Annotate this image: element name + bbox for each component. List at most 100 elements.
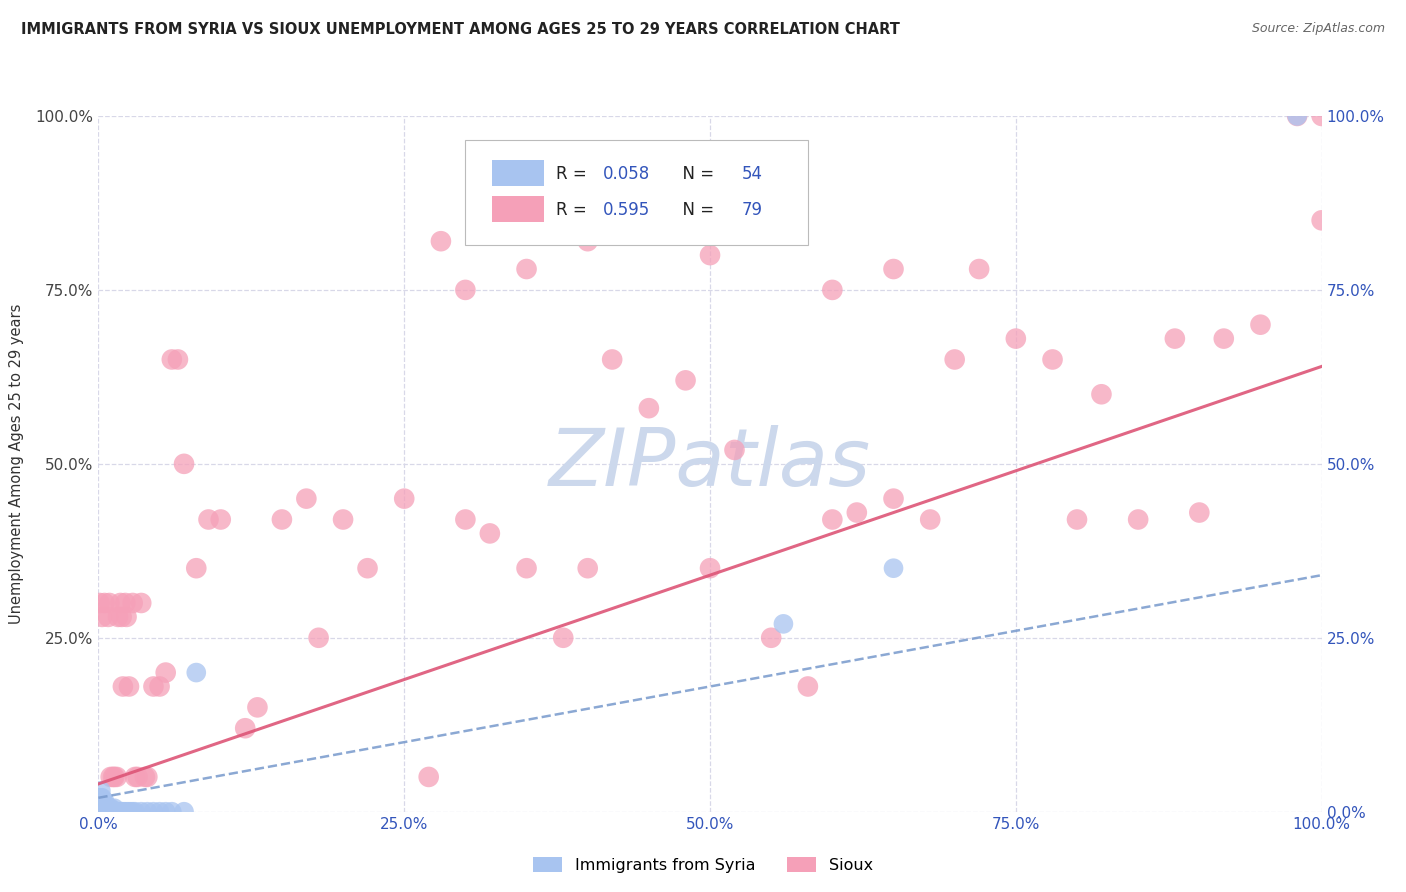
Text: 79: 79 [742,201,763,219]
FancyBboxPatch shape [465,140,808,244]
Point [93,797,115,812]
Point [699,561,721,575]
Point [454,512,477,526]
Point [91,801,114,815]
Point [91,801,114,815]
Point [173,457,195,471]
Point [98,801,121,815]
Point [1188,506,1211,520]
Point [883,491,905,506]
Point [167,352,190,367]
Point [821,512,844,526]
Point [105,805,128,819]
Point [553,631,575,645]
Point [1042,352,1064,367]
Point [93,596,115,610]
Point [94,805,117,819]
Point [100,770,122,784]
Point [160,805,183,819]
Legend: Immigrants from Syria, Sioux: Immigrants from Syria, Sioux [527,851,879,880]
Point [142,680,165,694]
Point [117,805,139,819]
Point [233,721,256,735]
Point [89,596,111,610]
Point [107,805,129,819]
Point [136,805,159,819]
Point [127,770,149,784]
Point [96,805,118,819]
Point [797,680,820,694]
Point [186,665,208,680]
Point [883,262,905,277]
Point [124,770,146,784]
Text: N =: N = [672,201,720,219]
Point [699,248,721,262]
Point [114,596,136,610]
Point [105,770,128,784]
Point [418,770,440,784]
Text: 0.595: 0.595 [602,201,650,219]
Text: 54: 54 [742,165,763,183]
Text: R =: R = [555,165,592,183]
Point [155,805,177,819]
Point [90,805,112,819]
Point [97,610,120,624]
Point [124,805,146,819]
Y-axis label: Unemployment Among Ages 25 to 29 years: Unemployment Among Ages 25 to 29 years [10,303,24,624]
Point [89,797,111,812]
Point [173,805,195,819]
Point [111,610,134,624]
Point [197,512,219,526]
Point [430,234,453,248]
Point [772,616,794,631]
Point [108,805,131,819]
Point [93,794,115,808]
Point [93,801,115,815]
Point [121,596,143,610]
Point [392,491,416,506]
Point [920,512,942,526]
Point [129,805,152,819]
Point [90,784,112,798]
Point [94,801,117,815]
Point [101,805,124,819]
Point [160,352,183,367]
Point [90,797,112,812]
Point [149,805,172,819]
Point [576,234,599,248]
Point [332,512,354,526]
Point [515,262,537,277]
FancyBboxPatch shape [492,196,544,222]
Point [270,512,294,526]
Point [100,801,122,815]
Point [186,561,208,575]
Point [129,596,152,610]
Point [101,770,124,784]
Point [1310,213,1333,227]
Point [1310,109,1333,123]
Text: ZIPatlas: ZIPatlas [548,425,872,503]
Text: N =: N = [672,165,720,183]
Point [883,561,905,575]
Point [100,805,122,819]
Point [1128,512,1150,526]
Point [107,610,129,624]
Point [600,352,623,367]
Point [91,805,114,819]
Point [103,801,125,815]
Point [97,805,120,819]
Point [308,631,330,645]
Point [118,680,141,694]
Point [91,790,114,805]
Point [93,805,115,819]
Point [967,262,990,277]
Point [1286,109,1309,123]
Point [209,512,232,526]
Point [638,401,661,416]
Point [246,700,269,714]
Point [675,373,697,387]
Point [295,491,318,506]
Point [454,283,477,297]
Point [98,596,121,610]
Point [104,805,127,819]
